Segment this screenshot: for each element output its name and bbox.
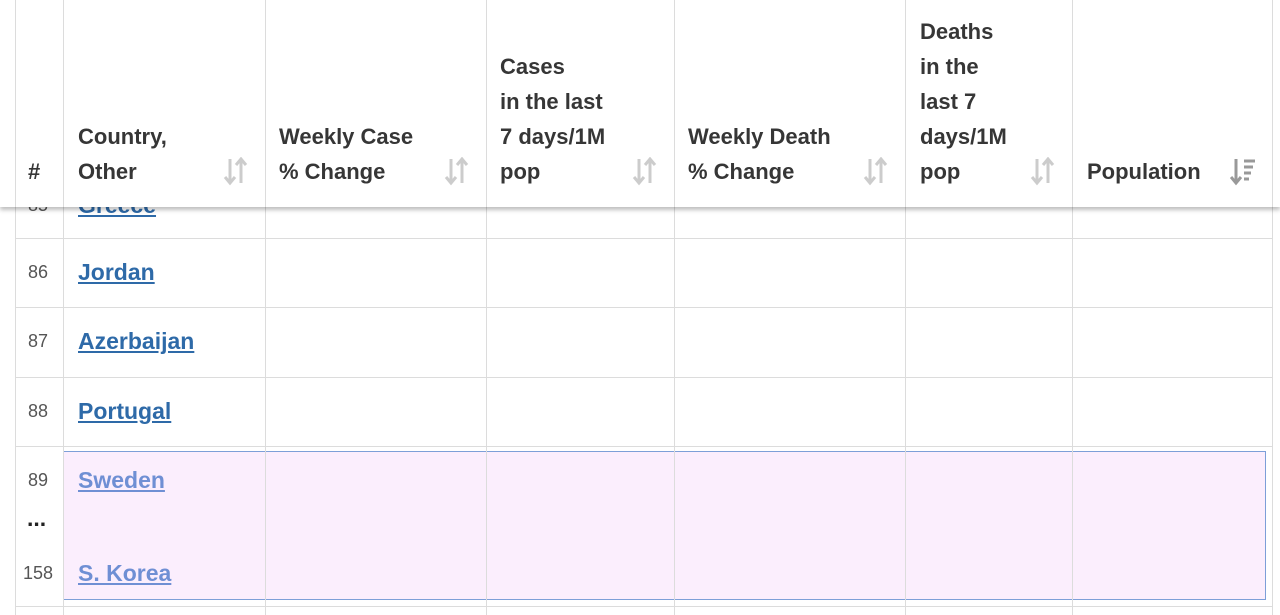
column-header: in the last [500, 89, 603, 114]
row-border [15, 606, 1272, 607]
column-header: % Change [279, 159, 386, 184]
country-link[interactable]: S. Korea [78, 560, 172, 586]
column-border [905, 0, 906, 207]
column-border [486, 0, 487, 207]
column-header: % Change [688, 159, 795, 184]
column-border [63, 0, 64, 207]
row-border [15, 446, 1272, 447]
sort-icon[interactable] [223, 157, 249, 187]
sort-icon[interactable] [632, 157, 658, 187]
column-header: pop [920, 159, 961, 184]
row-border [15, 307, 1272, 308]
country-link[interactable]: Azerbaijan [78, 328, 195, 354]
sort-icon[interactable] [863, 157, 889, 187]
column-header: days/1M [920, 124, 1007, 149]
column-header: Cases [500, 54, 565, 79]
column-header: # [28, 159, 41, 184]
column-header: last 7 [920, 89, 977, 114]
sort-icon[interactable] [1230, 157, 1256, 187]
country-link[interactable]: Sweden [78, 467, 165, 493]
selection [63, 451, 1266, 600]
column-border [1272, 0, 1273, 615]
column-header: Deaths [920, 19, 994, 44]
column-header: Country, [78, 124, 167, 149]
rank: 87 [27, 331, 49, 351]
sort-icon[interactable] [1030, 157, 1056, 187]
rank: 89 [27, 470, 49, 490]
column-border [1272, 0, 1273, 207]
column-border [674, 0, 675, 207]
column-header: Other [78, 159, 137, 184]
country-link[interactable]: Portugal [78, 398, 172, 424]
column-header: in the [920, 54, 979, 79]
column-header: Weekly Case [279, 124, 414, 149]
rank: 88 [27, 401, 49, 421]
rank: 86 [27, 262, 49, 282]
country-link[interactable]: Jordan [78, 259, 155, 285]
column-header: Population [1087, 159, 1201, 184]
column-border [1072, 0, 1073, 207]
column-header: 7 days/1M [500, 124, 606, 149]
column-border [15, 0, 16, 207]
row-border [15, 377, 1272, 378]
column-border [265, 0, 266, 207]
column-header: pop [500, 159, 541, 184]
sort-icon[interactable] [444, 157, 470, 187]
row-border [15, 238, 1272, 239]
table-header: # Country, Other Weekly Case % Change Cases in… [0, 0, 1280, 207]
column-header: Weekly Death [688, 124, 831, 149]
rank: 158 [22, 563, 54, 583]
ellipsis: ... [27, 505, 47, 531]
